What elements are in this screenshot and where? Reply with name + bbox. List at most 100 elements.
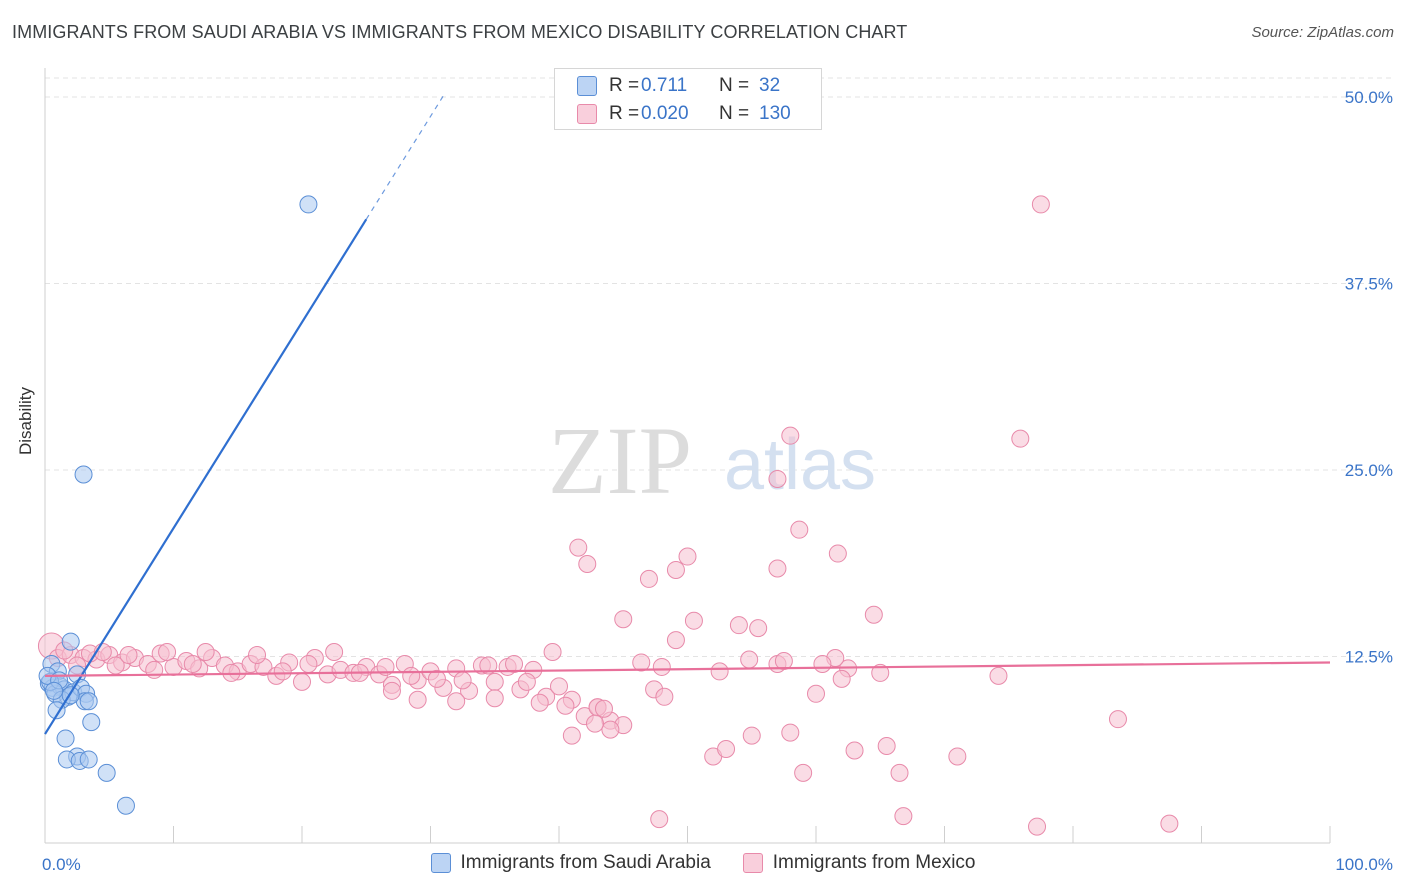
chart-title: IMMIGRANTS FROM SAUDI ARABIA VS IMMIGRAN… xyxy=(12,22,908,42)
mexico-point xyxy=(790,520,809,539)
r-value: 0.711 xyxy=(641,75,688,96)
mexico-point xyxy=(813,654,832,673)
mexico-point xyxy=(989,666,1008,685)
mexico-point xyxy=(639,569,658,588)
mexico-point xyxy=(453,671,472,690)
mexico-point xyxy=(710,662,729,681)
mexico-point xyxy=(601,720,620,739)
x-tick-label-max: 100.0% xyxy=(1335,855,1393,874)
mexico-point xyxy=(530,693,549,712)
series-legend: Immigrants from Saudi Arabia Immigrants … xyxy=(0,852,1406,874)
axis-layer xyxy=(44,68,1331,844)
mexico-point xyxy=(749,619,768,638)
mexico-point xyxy=(562,726,581,745)
trend-layer xyxy=(44,95,1331,735)
r-value: 0.020 xyxy=(641,103,689,124)
mexico-point xyxy=(652,657,671,676)
y-tick-label: 50.0% xyxy=(1345,88,1393,107)
mexico-point xyxy=(845,741,864,760)
saudi-trend-line xyxy=(44,218,368,735)
legend-swatch-blue xyxy=(430,853,451,873)
legend-swatch-blue xyxy=(577,76,597,96)
mexico-point xyxy=(877,737,896,756)
saudi-point xyxy=(47,701,66,720)
mexico-point xyxy=(666,631,685,650)
mexico-point xyxy=(1028,817,1047,836)
saudi-point xyxy=(299,195,318,214)
points-layer xyxy=(37,195,1179,836)
mexico-point xyxy=(666,560,685,579)
mexico-point xyxy=(864,605,883,624)
y-tick-label: 37.5% xyxy=(1345,275,1393,294)
legend-item-saudi[interactable]: Immigrants from Saudi Arabia xyxy=(430,852,711,874)
mexico-point xyxy=(781,426,800,445)
mexico-point xyxy=(794,763,813,782)
n-label: N = xyxy=(719,103,750,124)
stats-legend: R = 0.711 N = 32 R = 0.020 N = 130 xyxy=(554,68,822,130)
saudi-point xyxy=(61,632,80,651)
mexico-point xyxy=(585,714,604,733)
mexico-point xyxy=(650,810,669,829)
mexico-point xyxy=(655,687,674,706)
mexico-point xyxy=(158,643,177,662)
mexico-point xyxy=(183,654,202,673)
saudi-point xyxy=(79,692,98,711)
mexico-point xyxy=(119,646,138,665)
mexico-point xyxy=(505,654,524,673)
mexico-point xyxy=(781,723,800,742)
saudi-point xyxy=(79,750,98,769)
mexico-point xyxy=(871,663,890,682)
saudi-point xyxy=(44,681,63,700)
r-label: R = xyxy=(609,75,640,96)
mexico-point xyxy=(485,672,504,691)
mexico-point xyxy=(678,547,697,566)
source-label: Source: ZipAtlas.com xyxy=(1251,24,1394,41)
mexico-point xyxy=(594,699,613,718)
watermark-zip: ZIP xyxy=(548,407,692,514)
mexico-point xyxy=(768,559,787,578)
y-tick-label: 12.5% xyxy=(1345,648,1393,667)
mexico-point xyxy=(828,544,847,563)
n-value: 32 xyxy=(759,75,781,96)
mexico-point xyxy=(729,616,748,635)
mexico-point xyxy=(807,684,825,703)
legend-label-saudi: Immigrants from Saudi Arabia xyxy=(460,852,711,873)
mexico-point xyxy=(768,469,787,488)
mexico-point xyxy=(774,651,793,670)
mexico-point xyxy=(832,669,851,688)
saudi-point xyxy=(97,763,116,782)
n-label: N = xyxy=(719,75,750,96)
mexico-point xyxy=(578,554,597,573)
mexico-point xyxy=(543,643,562,662)
grid-layer xyxy=(45,77,1395,657)
mexico-point xyxy=(1108,710,1127,729)
y-axis-label: Disability xyxy=(16,386,35,455)
legend-item-mexico[interactable]: Immigrants from Mexico xyxy=(742,852,975,874)
mexico-point xyxy=(402,666,421,685)
legend-swatch-pink xyxy=(577,104,597,124)
mexico-point xyxy=(106,656,125,675)
legend-row-saudi: R = 0.711 N = 32 xyxy=(577,74,780,98)
mexico-point xyxy=(717,740,736,759)
mexico-point xyxy=(517,672,536,691)
x-tick-label-min: 0.0% xyxy=(42,855,81,874)
mexico-point xyxy=(485,689,504,708)
mexico-point xyxy=(273,662,292,681)
mexico-point xyxy=(325,643,344,662)
mexico-point xyxy=(890,763,909,782)
mexico-point xyxy=(196,643,215,662)
watermark: ZIP atlas xyxy=(548,407,876,514)
mexico-point xyxy=(740,650,759,669)
mexico-point xyxy=(408,690,427,709)
mexico-point xyxy=(299,654,318,673)
legend-swatch-pink xyxy=(742,853,763,873)
mexico-point xyxy=(248,646,267,665)
mexico-point xyxy=(742,726,761,745)
mexico-point xyxy=(1011,429,1030,448)
mexico-trend-line xyxy=(44,661,1331,677)
mexico-point xyxy=(556,696,575,715)
mexico-point xyxy=(382,681,401,700)
watermark-atlas: atlas xyxy=(724,425,876,505)
mexico-point xyxy=(479,656,498,675)
